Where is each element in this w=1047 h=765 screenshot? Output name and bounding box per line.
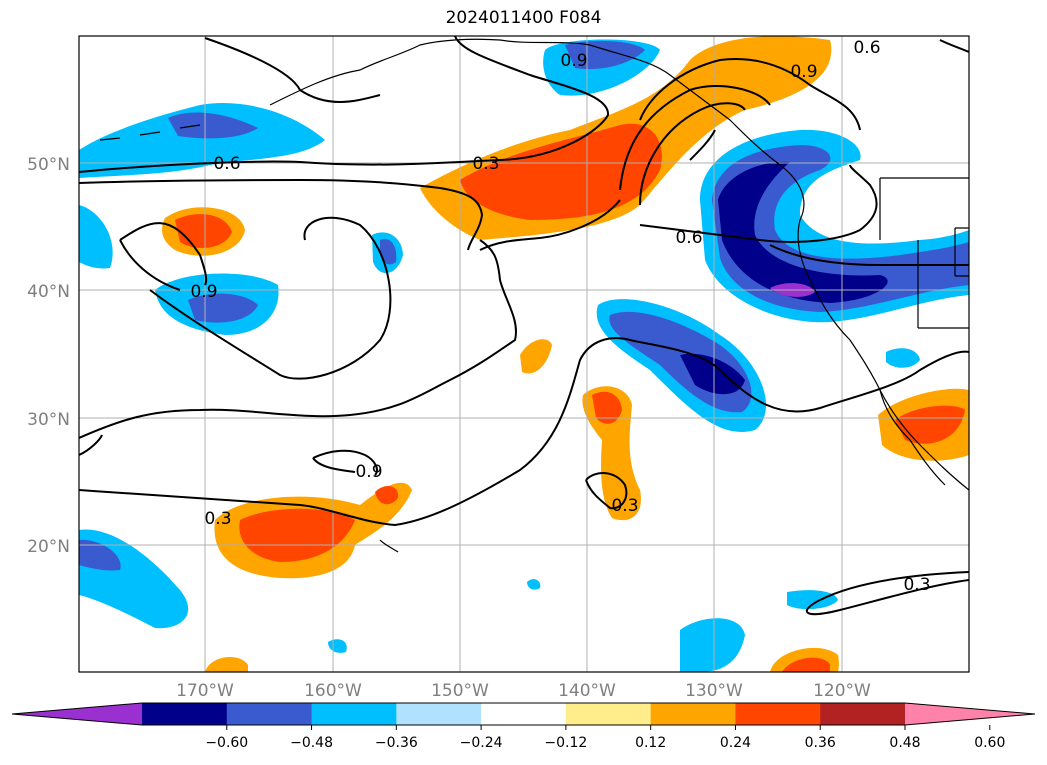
colorbar-segment <box>311 703 397 725</box>
negative-anomaly-region <box>380 239 397 265</box>
positive-anomaly-region <box>782 657 830 672</box>
colorbar-tick-label: −0.36 <box>375 735 418 751</box>
positive-anomaly-region <box>205 656 248 672</box>
colorbar-tick-label: 0.60 <box>974 735 1005 751</box>
lat-label: 30°N <box>27 410 70 430</box>
contour-labels: 0.9 0.6 0.3 0.9 0.6 0.9 0.6 0.9 0.3 0.3 … <box>190 38 930 595</box>
contour-label: 0.3 <box>472 154 499 174</box>
map-title: 2024011400 F084 <box>445 8 602 28</box>
lon-label: 140°W <box>558 681 616 701</box>
colorbar-tick-label: −0.24 <box>460 735 503 751</box>
colorbar-tick-label: −0.48 <box>290 735 333 751</box>
contour-label: 0.9 <box>190 282 217 302</box>
lon-label: 160°W <box>304 681 362 701</box>
positive-anomaly-region <box>375 486 399 505</box>
contour-label: 0.3 <box>204 509 231 529</box>
longitude-labels: 170°W 160°W 150°W 140°W 130°W 120°W <box>176 681 871 701</box>
colorbar-tick-label: 0.48 <box>889 735 920 751</box>
colorbar-extend-max <box>905 703 1035 725</box>
negative-anomaly-region <box>328 639 347 653</box>
lon-label: 130°W <box>685 681 743 701</box>
lat-label: 40°N <box>27 282 70 302</box>
positive-anomaly-region <box>239 508 355 562</box>
positive-anomaly-region <box>895 405 965 444</box>
contour-label: 0.3 <box>903 575 930 595</box>
contour-label: 0.6 <box>853 38 880 58</box>
lon-label: 170°W <box>176 681 234 701</box>
graticule <box>79 36 969 672</box>
positive-anomaly-region <box>460 123 662 220</box>
colorbar-tick-label: −0.12 <box>544 735 587 751</box>
negative-anomaly-region <box>168 112 258 139</box>
coastlines <box>99 38 969 553</box>
lat-label: 50°N <box>27 155 70 175</box>
contour-lines <box>79 36 969 616</box>
lon-label: 120°W <box>813 681 871 701</box>
negative-anomaly-region <box>565 40 645 70</box>
colorbar-outline <box>11 702 1036 726</box>
contour-label: 0.3 <box>611 496 638 516</box>
lon-label: 150°W <box>431 681 489 701</box>
negative-anomaly-region <box>680 618 745 672</box>
map-frame <box>78 35 970 673</box>
colorbar-segment <box>226 703 313 725</box>
negative-anomaly-region <box>787 590 838 610</box>
colorbar-segment <box>650 703 736 725</box>
contour-label: 0.6 <box>675 228 702 248</box>
colorbar-tick-label: 0.12 <box>635 735 666 751</box>
colorbar-tick-label: −0.60 <box>205 735 248 751</box>
positive-anomaly-region <box>520 339 552 374</box>
colorbar-segment <box>396 703 482 725</box>
positive-anomaly-region <box>592 391 622 424</box>
colorbar: −0.60 −0.48 −0.36 −0.24 −0.12 0.12 0.24 0.36 0.4… <box>11 702 1036 751</box>
negative-anomaly-region <box>79 205 113 269</box>
contour-label: 0.9 <box>355 462 382 482</box>
negative-anomaly-region <box>680 353 745 395</box>
colorbar-tick-label: 0.36 <box>805 735 836 751</box>
contour-label: 0.9 <box>560 51 587 71</box>
colorbar-extend-min <box>12 703 142 725</box>
negative-anomaly-region <box>718 161 888 303</box>
negative-anomaly-region <box>886 348 920 368</box>
contour-label: 0.9 <box>790 62 817 82</box>
lat-label: 20°N <box>27 537 70 557</box>
negative-anomaly-region <box>79 103 325 178</box>
colorbar-tick-label: 0.24 <box>720 735 751 751</box>
colorbar-segment <box>735 703 821 725</box>
contour-label: 0.6 <box>213 154 240 174</box>
colorbar-segment <box>142 703 228 725</box>
negative-anomaly-region <box>79 539 121 571</box>
negative-anomaly-region <box>527 579 541 590</box>
latitude-labels: 50°N 40°N 30°N 20°N <box>27 155 70 557</box>
colorbar-segment <box>820 703 906 725</box>
shaded-field <box>79 36 969 672</box>
colorbar-segment <box>565 703 652 725</box>
colorbar-segment <box>481 703 567 725</box>
